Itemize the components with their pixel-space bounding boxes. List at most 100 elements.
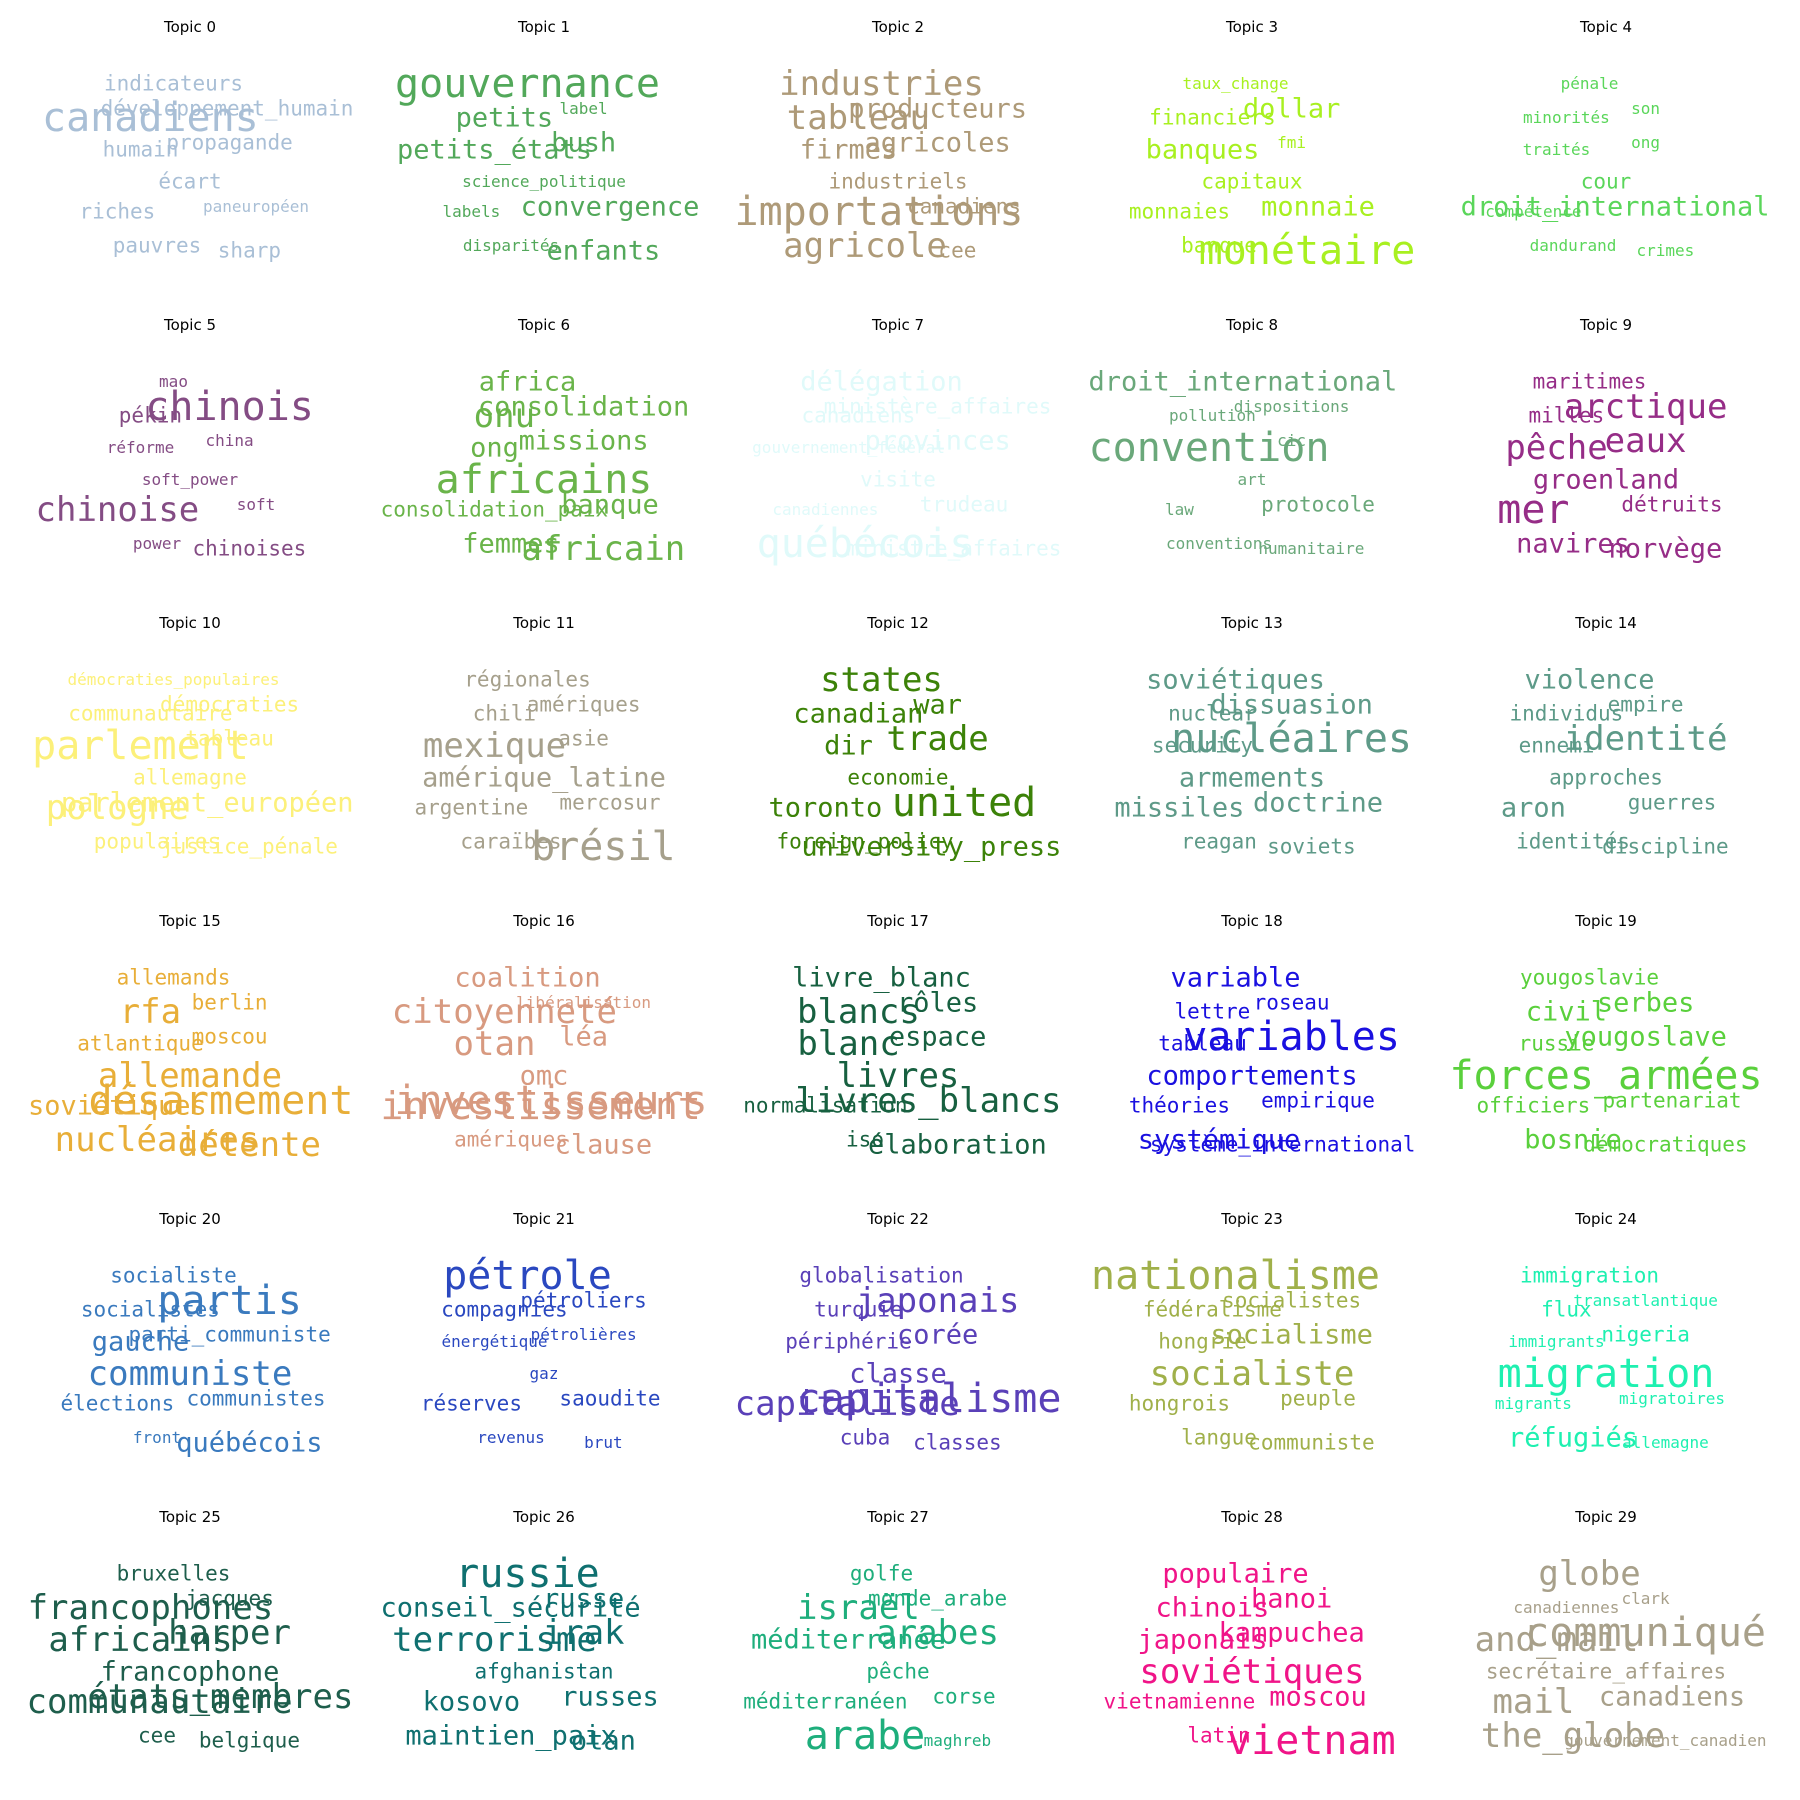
topic-word: communiqué	[1525, 1609, 1767, 1656]
topic-word: dispositions	[1233, 396, 1350, 416]
topic-word: immigrants	[1508, 1332, 1605, 1352]
topic-word: mercosur	[559, 790, 661, 815]
topic-word: maintien_paix	[405, 1720, 617, 1752]
topic-word: migratoires	[1619, 1388, 1725, 1408]
topic-word: russie	[1518, 1031, 1595, 1056]
topic-word: migration	[1497, 1351, 1715, 1398]
topic-title: Topic 19	[1575, 912, 1637, 930]
topic-word: convention	[1088, 425, 1330, 472]
topic-word: saoudite	[559, 1386, 661, 1411]
topic-word: socialiste	[1149, 1354, 1355, 1395]
topic-word: partenariat	[1602, 1088, 1742, 1113]
topic-word: théories	[1128, 1093, 1230, 1117]
topic-word: transatlantique	[1573, 1290, 1718, 1310]
topic-word: milles	[1528, 403, 1605, 428]
topic-word: tableau	[1158, 1031, 1247, 1056]
topic-word: maghreb	[923, 1730, 992, 1750]
topic-word: amériques	[526, 692, 641, 717]
topic-word: socialistes	[80, 1297, 220, 1322]
topic-word: brésil	[531, 823, 676, 870]
topic-word: socialistes	[1222, 1288, 1362, 1313]
topic-word: nationalisme	[1091, 1253, 1380, 1300]
topic-word: maritimes	[1532, 369, 1647, 394]
topic-word: droit_international	[1460, 191, 1770, 223]
topic-word: gouvernement_fédéral	[752, 438, 945, 458]
topic-word: science_politique	[462, 172, 626, 192]
topic-word: enfants	[546, 235, 661, 267]
topic-title: Topic 25	[159, 1508, 221, 1526]
topic-title: Topic 27	[867, 1508, 929, 1526]
topic-word: soviétiques	[1139, 1652, 1365, 1693]
topic-panel-3: Topic 3 taux_change financiers dollar banque…	[1087, 18, 1417, 288]
topic-word: states	[820, 660, 943, 701]
topic-word: terrorisme	[392, 1620, 597, 1661]
topic-word: harper	[168, 1612, 292, 1653]
topic-word: agricole	[783, 225, 947, 266]
topic-word: pétroliers	[520, 1288, 647, 1313]
topic-word: livre_blanc	[792, 962, 971, 994]
topic-title: Topic 24	[1575, 1210, 1637, 1228]
topic-word: nuclear	[1168, 701, 1257, 726]
topic-word: industriels	[828, 169, 968, 194]
topic-word: mao	[159, 372, 188, 392]
topic-word: jacques	[185, 1586, 274, 1611]
topic-word: secrétaire_affaires	[1485, 1659, 1727, 1684]
topic-word: arctique	[1563, 386, 1728, 427]
topic-word: aron	[1500, 792, 1566, 823]
topic-word: ministre_affaires	[846, 536, 1062, 561]
topic-word: japonais	[855, 1280, 1020, 1321]
topic-word: québécois	[176, 1427, 323, 1459]
topic-word: libéralisation	[516, 992, 652, 1012]
topic-panel-23: Topic 23 nationalisme fédéralisme socialist…	[1087, 1210, 1417, 1480]
topic-word: son	[1631, 98, 1661, 118]
topic-word: soft	[236, 494, 276, 514]
topic-word: parlement	[32, 723, 249, 770]
topic-word: identité	[1563, 718, 1728, 759]
topic-title: Topic 11	[513, 614, 575, 632]
topic-panel-13: Topic 13 soviétiques nuclear dissuasion secu…	[1087, 614, 1417, 884]
topic-word: capitalisme	[796, 1375, 1062, 1422]
topic-word: russie	[455, 1551, 600, 1598]
topic-word: amériques	[454, 1127, 568, 1152]
topic-word: classe	[849, 1358, 947, 1390]
topic-word: arabe	[804, 1712, 926, 1759]
topic-word: brut	[584, 1432, 623, 1452]
topic-panel-20: Topic 20 socialiste socialistes partis gauch…	[25, 1210, 355, 1480]
topic-word: sharp	[217, 238, 281, 263]
topic-title: Topic 16	[513, 912, 575, 930]
topic-word: pénale	[1560, 74, 1619, 94]
topic-word: navires	[1516, 528, 1630, 560]
topic-word: revenus	[477, 1427, 545, 1447]
topic-word: espace	[888, 1021, 987, 1053]
topic-word: the_globe	[1480, 1715, 1666, 1756]
topic-title: Topic 26	[513, 1508, 575, 1526]
topic-word: irak	[542, 1612, 625, 1653]
topic-word: missions	[518, 425, 649, 457]
topic-word: pauvres	[112, 233, 202, 258]
topic-word: corée	[896, 1319, 979, 1351]
topic-word: pétrolières	[530, 1324, 637, 1344]
topic-word: disparités	[462, 235, 560, 255]
topic-word: atlantique	[77, 1031, 204, 1056]
topic-word: socialisme	[1210, 1319, 1373, 1351]
topic-word: flux	[1541, 1297, 1592, 1322]
topic-panel-29: Topic 29 globe canadiennes clark and_mail com…	[1441, 1508, 1771, 1778]
topic-word: label	[559, 98, 608, 118]
topic-word: peuple	[1280, 1386, 1356, 1411]
topic-word: francophone	[100, 1656, 280, 1688]
topic-word: war	[913, 689, 962, 721]
topic-word: nucléaires	[54, 1119, 260, 1160]
topic-word: justice_pénale	[160, 834, 338, 859]
topic-word: nigeria	[1601, 1322, 1690, 1347]
topic-word: québécois	[756, 520, 974, 567]
topic-word: vietnamienne	[1103, 1689, 1256, 1713]
topic-word: fmi	[1277, 132, 1307, 152]
topic-word: communiste	[1248, 1430, 1375, 1455]
topic-word: amérique_latine	[422, 762, 666, 794]
topic-word: monnaie	[1261, 191, 1375, 223]
topic-title: Topic 5	[163, 316, 217, 334]
topic-word: protocole	[1261, 492, 1375, 517]
topic-word: chinois	[145, 383, 314, 430]
topic-word: léa	[559, 1021, 608, 1053]
